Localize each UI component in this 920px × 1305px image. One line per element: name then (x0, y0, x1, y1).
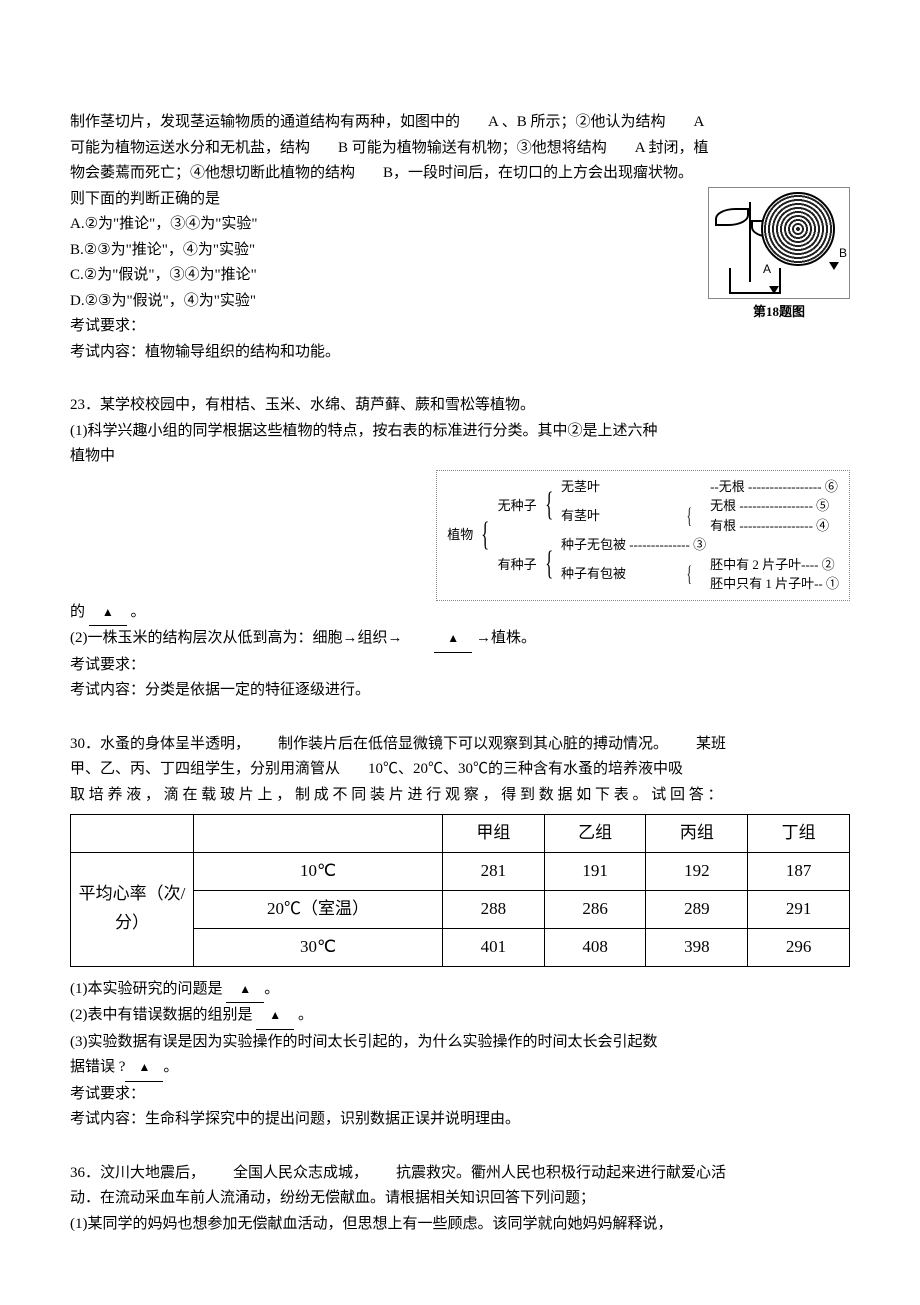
q23-req: 考试要求： (70, 653, 850, 679)
q18-line3: 物会萎蔫而死亡；④他想切断此植物的结构B，一段时间后，在切口的上方会出现瘤状物。 (70, 161, 850, 187)
blank-fill[interactable]: ▲ (256, 1003, 294, 1030)
tree-coat: 种子有包被 (559, 555, 682, 594)
q30-l1: 30．水蚤的身体呈半透明，制作装片后在低倍显微镜下可以观察到其心脏的搏动情况。某… (70, 732, 850, 758)
table-row: 平均心率（次/分） 10℃ 281 191 192 187 (71, 852, 850, 890)
plant-diagram: A B (708, 187, 850, 299)
tree-noseed: 无种子 (496, 477, 539, 536)
tree-leaf-5: 无根 ----------------- ⑤ (708, 496, 841, 516)
row-header: 平均心率（次/分） (71, 852, 194, 966)
heart-rate-table: 甲组 乙组 丙组 丁组 平均心率（次/分） 10℃ 281 191 192 18… (70, 814, 850, 967)
tree-root: 植物 (445, 477, 475, 594)
classification-tree: 植物 { 无种子 { 无茎叶 --无根 ----------------- ⑥ … (436, 470, 850, 601)
blank-fill[interactable]: ▲ (434, 626, 472, 653)
q18-figure: A B 第18题图 (708, 187, 850, 323)
q30-req: 考试要求： (70, 1082, 850, 1108)
question-18: 制作茎切片，发现茎运输物质的通道结构有两种，如图中的A 、B 所示；②他认为结构… (70, 110, 850, 365)
q30-p3a: (3)实验数据有误是因为实验操作的时间太长引起的，为什么实验操作的时间太长会引起… (70, 1030, 850, 1056)
q23-p1a: (1)科学兴趣小组的同学根据这些植物的特点，按右表的标准进行分类。其中②是上述六… (70, 419, 850, 445)
q18-line1: 制作茎切片，发现茎运输物质的通道结构有两种，如图中的A 、B 所示；②他认为结构… (70, 110, 850, 136)
tree-nostem: 无茎叶 (559, 477, 682, 497)
q23-p1c: 的 ▲ 。 (70, 600, 850, 627)
q36-l1: 36．汶川大地震后，全国人民众志成城，抗震救灾。衢州人民也积极行动起来进行献爱心… (70, 1161, 850, 1187)
question-36: 36．汶川大地震后，全国人民众志成城，抗震救灾。衢州人民也积极行动起来进行献爱心… (70, 1161, 850, 1238)
question-30: 30．水蚤的身体呈半透明，制作装片后在低倍显微镜下可以观察到其心脏的搏动情况。某… (70, 732, 850, 1133)
q18-figure-caption: 第18题图 (708, 301, 850, 323)
label-a: A (763, 259, 771, 279)
tree-leaf-6: --无根 ----------------- ⑥ (708, 477, 841, 497)
q30-p3b: 据错误 ? ▲ 。 (70, 1055, 850, 1082)
blank-fill[interactable]: ▲ (226, 977, 264, 1004)
q18-content: 考试内容：植物输导组织的结构和功能。 (70, 340, 850, 366)
q23-content: 考试内容：分类是依据一定的特征逐级进行。 (70, 678, 850, 704)
tree-leaf-2: 胚中有 2 片子叶---- ② (708, 555, 841, 575)
q36-l3: (1)某同学的妈妈也想参加无偿献血活动，但思想上有一些顾虑。该同学就向她妈妈解释… (70, 1212, 850, 1238)
tree-seed: 有种子 (496, 535, 539, 594)
q18-line2: 可能为植物运送水分和无机盐，结构B 可能为植物输送有机物；③他想将结构A 封闭，… (70, 136, 850, 162)
table-header-row: 甲组 乙组 丙组 丁组 (71, 815, 850, 853)
q23-p1b: 植物中 (70, 444, 850, 470)
q30-content: 考试内容：生命科学探究中的提出问题，识别数据正误并说明理由。 (70, 1107, 850, 1133)
q36-l2: 动．在流动采血车前人流涌动，纷纷无偿献血。请根据相关知识回答下列问题； (70, 1186, 850, 1212)
q30-l2: 甲、乙、丙、丁四组学生，分别用滴管从10℃、20℃、30℃的三种含有水蚤的培养液… (70, 757, 850, 783)
label-b: B (839, 243, 847, 263)
q23-num: 23．某学校校园中，有柑桔、玉米、水绵、葫芦藓、蕨和雪松等植物。 (70, 393, 850, 419)
blank-fill[interactable]: ▲ (89, 600, 127, 627)
tree-stem: 有茎叶 (559, 496, 682, 535)
q30-p1: (1)本实验研究的问题是 ▲ 。 (70, 977, 850, 1004)
q30-p2: (2)表中有错误数据的组别是 ▲ 。 (70, 1003, 850, 1030)
tree-nude: 种子无包被 -------------- ③ (559, 535, 708, 555)
tree-leaf-4: 有根 ----------------- ④ (708, 516, 841, 536)
question-23: 23．某学校校园中，有柑桔、玉米、水绵、葫芦藓、蕨和雪松等植物。 (1)科学兴趣… (70, 393, 850, 704)
q30-l3: 取 培 养 液 ， 滴 在 载 玻 片 上 ， 制 成 不 同 装 片 进 行 … (70, 783, 850, 809)
tree-leaf-1: 胚中只有 1 片子叶-- ① (708, 574, 841, 594)
q23-p2: (2)一株玉米的结构层次从低到高为：细胞→组织→ ▲ →植株。 (70, 626, 850, 653)
blank-fill[interactable]: ▲ (125, 1055, 163, 1082)
